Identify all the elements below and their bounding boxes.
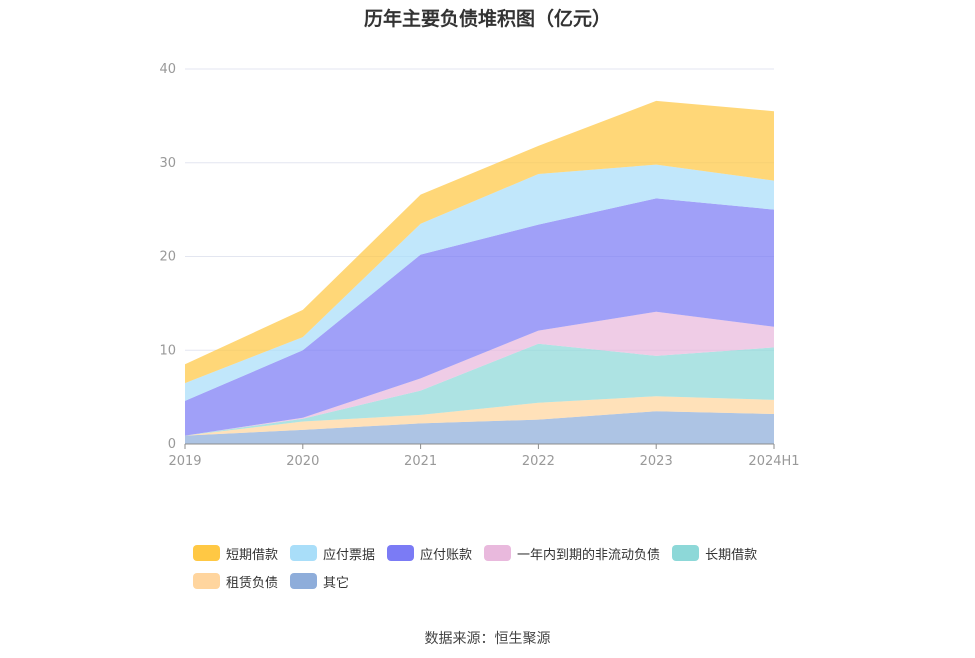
legend-label: 其它 xyxy=(323,575,350,591)
legend-swatch xyxy=(290,545,318,561)
legend-item[interactable]: 应付账款 xyxy=(387,543,472,563)
legend-swatch xyxy=(290,573,318,589)
legend-label: 一年内到期的非流动负债 xyxy=(517,547,661,563)
x-tick-label: 2020 xyxy=(286,454,319,469)
legend-item[interactable]: 一年内到期的非流动负债 xyxy=(484,543,660,563)
area-应付账款[interactable] xyxy=(185,198,774,436)
area-短期借款[interactable] xyxy=(185,100,774,384)
y-tick-label: 30 xyxy=(159,156,176,171)
legend-label: 长期借款 xyxy=(705,547,758,563)
legend-item[interactable]: 租赁负债 xyxy=(193,571,278,591)
legend-item[interactable]: 长期借款 xyxy=(672,543,757,563)
legend-swatch xyxy=(484,545,512,561)
legend-swatch xyxy=(387,545,415,561)
area-应付票据[interactable] xyxy=(185,164,774,401)
legend-label: 应付票据 xyxy=(323,547,376,563)
x-tick-label: 2019 xyxy=(168,454,201,469)
chart-title: 历年主要负债堆积图（亿元） xyxy=(363,8,611,30)
legend-label: 短期借款 xyxy=(226,547,279,563)
y-tick-label: 40 xyxy=(159,62,176,77)
axes: 0 10 20 30 40 2019 2020 2021 2022 2023 2024H1 xyxy=(159,62,799,469)
area-series xyxy=(185,100,774,444)
area-其它[interactable] xyxy=(185,411,774,444)
legend-label: 租赁负债 xyxy=(226,575,279,591)
y-tick-label: 20 xyxy=(159,250,176,265)
legend-swatch xyxy=(193,573,220,589)
legend-item[interactable]: 应付票据 xyxy=(290,543,375,563)
source-note: 数据来源：恒生聚源 xyxy=(424,631,551,647)
area-租赁负债[interactable] xyxy=(185,396,774,436)
x-tick-label: 2024H1 xyxy=(748,454,799,469)
legend-swatch xyxy=(193,545,220,561)
legend-item[interactable]: 其它 xyxy=(290,571,349,591)
area-长期借款[interactable] xyxy=(185,343,774,436)
area-一年内到期的非流动负债[interactable] xyxy=(185,311,774,436)
legend-swatch xyxy=(672,545,700,561)
x-tick-label: 2022 xyxy=(522,454,555,469)
x-tick-label: 2023 xyxy=(640,454,673,469)
y-tick-label: 10 xyxy=(159,343,176,358)
y-tick-label: 0 xyxy=(168,437,176,452)
legend: 短期借款 应付票据 应付账款 一年内到期的非流动负债 长期借款租赁负债 其它 xyxy=(193,543,833,591)
legend-item[interactable]: 短期借款 xyxy=(193,543,278,563)
x-tick-label: 2021 xyxy=(404,454,437,469)
legend-label: 应付账款 xyxy=(420,547,473,563)
